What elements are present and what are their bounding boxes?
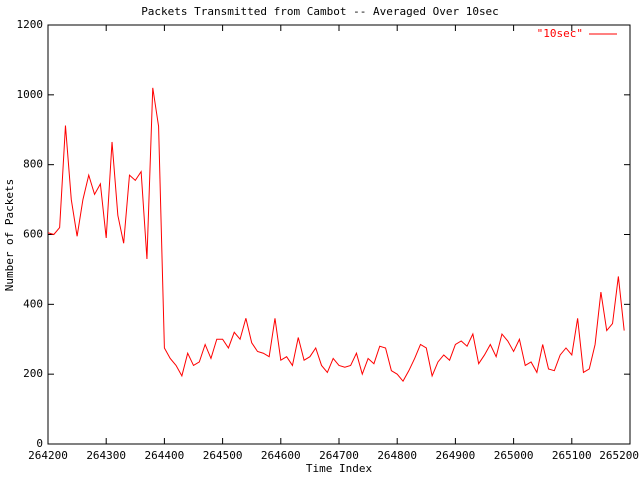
y-tick-label: 1000 bbox=[17, 88, 44, 101]
y-tick-label: 800 bbox=[23, 158, 43, 171]
x-tick-label: 264400 bbox=[145, 449, 185, 462]
x-tick-label: 264600 bbox=[261, 449, 301, 462]
x-tick-label: 264200 bbox=[28, 449, 68, 462]
y-axis-label: Number of Packets bbox=[3, 179, 16, 292]
x-tick-label: 264700 bbox=[319, 449, 359, 462]
x-tick-label: 265100 bbox=[552, 449, 592, 462]
x-tick-label: 264900 bbox=[436, 449, 476, 462]
y-tick-label: 0 bbox=[36, 437, 43, 450]
data-line bbox=[47, 87, 625, 383]
y-tick-label: 400 bbox=[23, 297, 43, 310]
x-tick-label: 264300 bbox=[86, 449, 126, 462]
y-tick-label: 1200 bbox=[17, 18, 44, 31]
y-tick-label: 200 bbox=[23, 367, 43, 380]
x-axis-label: Time Index bbox=[306, 462, 373, 475]
chart-title: Packets Transmitted from Cambot -- Avera… bbox=[141, 5, 499, 18]
y-tick-label: 600 bbox=[23, 228, 43, 241]
legend-label: "10sec" bbox=[537, 27, 583, 40]
x-tick-label: 265200 bbox=[599, 449, 639, 462]
x-tick-label: 264800 bbox=[377, 449, 417, 462]
x-tick-label: 265000 bbox=[494, 449, 534, 462]
x-tick-label: 264500 bbox=[203, 449, 243, 462]
